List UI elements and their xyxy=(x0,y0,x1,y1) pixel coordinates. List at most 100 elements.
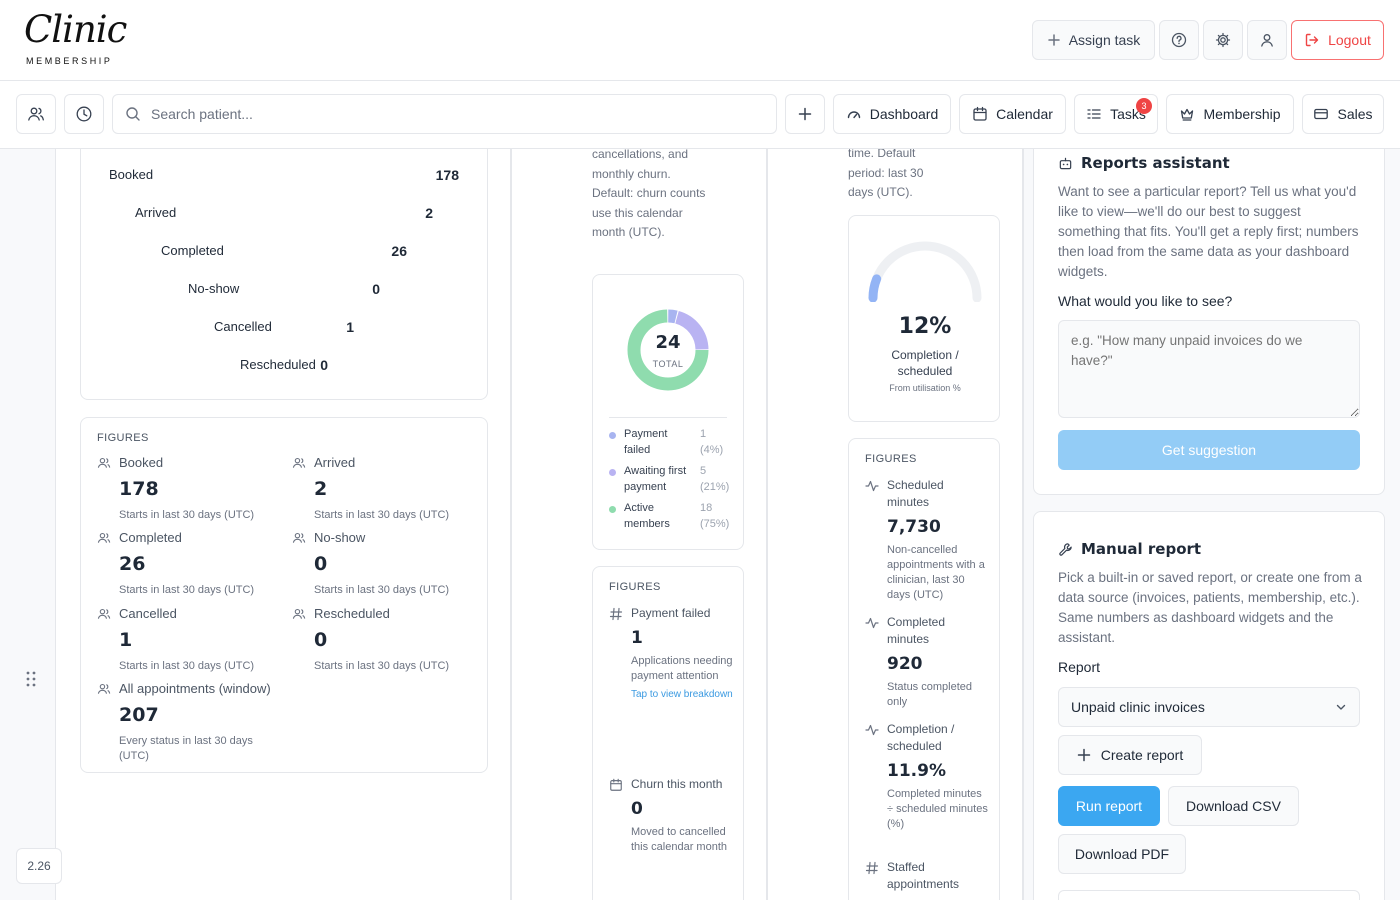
gauge-fill xyxy=(868,274,882,302)
users-icon xyxy=(28,107,44,121)
figure-label: Completed xyxy=(119,530,182,545)
profile-button[interactable] xyxy=(1247,20,1287,60)
run-report-button[interactable]: Run report xyxy=(1058,786,1160,826)
figure-value: 7,730 xyxy=(887,517,941,537)
download-pdf-button[interactable]: Download PDF xyxy=(1058,834,1186,874)
nav-calendar[interactable]: Calendar xyxy=(959,94,1066,134)
patient-search[interactable] xyxy=(112,94,777,134)
figure-scheduled-minutes: Scheduled minutes 7,730 Non-cancelled ap… xyxy=(865,477,989,603)
figure-value: 1 xyxy=(631,628,643,648)
legend-pct: (21%) xyxy=(700,481,730,493)
report-label: Report xyxy=(1058,659,1101,675)
plus-icon xyxy=(1047,34,1060,46)
figure-arrived: Arrived 2 Starts in last 30 days (UTC) xyxy=(292,455,482,523)
funnel-bar-arrived[interactable]: Arrived 2 xyxy=(123,197,445,228)
figure-all-appointments: All appointments (window) 207 Every stat… xyxy=(97,681,277,764)
hash-icon xyxy=(609,607,623,621)
funnel-bar-cancelled[interactable]: Cancelled 1 xyxy=(202,311,366,342)
figure-value: 11.9% xyxy=(887,761,946,781)
nav-membership[interactable]: Membership xyxy=(1166,94,1294,134)
manual-description: Pick a built-in or saved report, or crea… xyxy=(1058,570,1362,645)
appointments-widget: Booked 178 Arrived 2 Completed 26 No-show 0 … xyxy=(55,149,511,900)
users-icon xyxy=(292,457,306,468)
help-button[interactable] xyxy=(1159,20,1199,60)
funnel-bar-completed[interactable]: Completed 26 xyxy=(149,235,419,266)
download-csv-button[interactable]: Download CSV xyxy=(1168,786,1299,826)
figure-payment-failed: Payment failed 1 Applications needing pa… xyxy=(609,605,733,702)
user-icon xyxy=(1261,34,1273,47)
gauge-track xyxy=(868,241,982,302)
clinic-logo[interactable]: Clinic MEMBERSHIP xyxy=(16,8,130,66)
manual-heading: Manual report xyxy=(1058,540,1201,558)
settings-button[interactable] xyxy=(1203,20,1243,60)
create-report-label: Create report xyxy=(1100,747,1184,763)
figure-value: 920 xyxy=(887,654,923,674)
gauge-sub: From utilisation % xyxy=(889,383,961,393)
legend-count: 18 xyxy=(700,502,713,514)
activity-icon xyxy=(865,480,879,492)
wrench-icon xyxy=(1059,542,1072,556)
history-button[interactable] xyxy=(64,94,104,134)
legend-item-active[interactable]: Active members 18 (75%) xyxy=(609,500,733,532)
breakdown-link[interactable]: Tap to view breakdown xyxy=(631,689,733,700)
legend-name: Awaiting first payment xyxy=(624,465,687,493)
get-suggestion-button[interactable]: Get suggestion xyxy=(1058,430,1360,470)
funnel-bar-rescheduled[interactable]: Rescheduled 0 xyxy=(228,349,340,380)
app-version: 2.26 xyxy=(16,848,62,884)
funnel-label: Booked xyxy=(109,167,154,182)
add-button[interactable] xyxy=(785,94,825,134)
report-select-value: Unpaid clinic invoices xyxy=(1071,699,1205,715)
figure-label: Payment failed xyxy=(631,606,711,620)
assistant-question-label: What would you like to see? xyxy=(1058,293,1233,309)
figure-sub: Completed minutes ÷ scheduled minutes (%… xyxy=(887,788,988,830)
manual-title: Manual report xyxy=(1081,540,1202,558)
figure-sub: Applications needing payment attention xyxy=(631,655,733,682)
logout-button[interactable]: Logout xyxy=(1291,20,1384,60)
figure-completion-ratio: Completion / scheduled 11.9% Completed m… xyxy=(865,721,989,832)
figure-value: 207 xyxy=(119,704,159,726)
utilisation-note: time. Default period: last 30 days (UTC)… xyxy=(848,149,924,199)
figure-sub: Starts in last 30 days (UTC) xyxy=(314,509,450,521)
nav-label: Dashboard xyxy=(869,106,939,122)
figures-title: FIGURES xyxy=(97,432,149,444)
figure-label: All appointments (window) xyxy=(119,681,271,696)
search-input[interactable] xyxy=(151,106,711,122)
assistant-query-input[interactable] xyxy=(1058,320,1360,418)
legend-item-awaiting[interactable]: Awaiting first payment 5 (21%) xyxy=(609,463,733,495)
gauge-value: 12% xyxy=(898,314,952,339)
reports-assistant-card: Reports assistant Want to see a particul… xyxy=(1033,149,1385,495)
assign-task-button[interactable]: Assign task xyxy=(1032,20,1155,60)
users-icon xyxy=(292,608,306,619)
legend-pct: (75%) xyxy=(700,518,730,530)
funnel-label: No-show xyxy=(188,281,240,296)
membership-donut-chart[interactable] xyxy=(627,309,709,391)
legend-count: 5 xyxy=(700,465,707,477)
utilisation-gauge[interactable] xyxy=(865,238,985,302)
funnel-bar-no-show[interactable]: No-show 0 xyxy=(176,273,392,304)
donut-slice-2[interactable] xyxy=(627,309,709,391)
figure-no-show: No-show 0 Starts in last 30 days (UTC) xyxy=(292,530,482,598)
figure-sub: Starts in last 30 days (UTC) xyxy=(119,660,255,672)
funnel-bar-booked[interactable]: Booked 178 xyxy=(97,159,471,190)
legend-item-payment-failed[interactable]: Payment failed 1 (4%) xyxy=(609,426,733,458)
figure-label: No-show xyxy=(314,530,366,545)
report-select[interactable]: Unpaid clinic invoices xyxy=(1058,687,1360,727)
nav-sales[interactable]: Sales xyxy=(1302,94,1384,134)
membership-note: cancellations, and monthly churn. Defaul… xyxy=(592,149,706,239)
figure-cancelled: Cancelled 1 Starts in last 30 days (UTC) xyxy=(97,606,287,674)
legend-dot xyxy=(609,506,616,513)
users-icon xyxy=(292,532,306,543)
users-icon xyxy=(97,683,111,694)
patients-button[interactable] xyxy=(16,94,56,134)
figure-label: Cancelled xyxy=(119,606,177,621)
figure-sub: Non-cancelled appointments with a clinic… xyxy=(887,544,985,601)
legend-pct: (4%) xyxy=(700,444,724,456)
create-report-button[interactable]: Create report xyxy=(1058,735,1202,775)
figure-label: Completion / scheduled xyxy=(887,722,955,753)
funnel-value: 1 xyxy=(346,318,354,335)
nav-toolbar: Dashboard Calendar Tasks Membership Sale… xyxy=(0,81,1400,149)
nav-dashboard[interactable]: Dashboard xyxy=(833,94,951,134)
drag-handle-icon[interactable] xyxy=(26,671,36,687)
activity-icon xyxy=(865,617,879,629)
funnel-card: Booked 178 Arrived 2 Completed 26 No-show 0 … xyxy=(80,149,488,400)
